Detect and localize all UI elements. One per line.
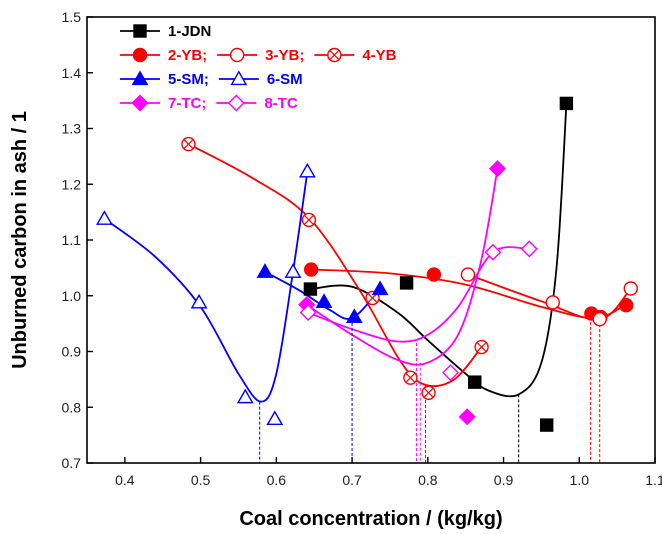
- legend-label: 2-YB;: [168, 47, 207, 64]
- x-tick-label: 1.1: [645, 472, 662, 488]
- fitted-curve: [467, 273, 632, 321]
- y-tick-label: 0.9: [62, 344, 82, 360]
- marker-cross: [476, 342, 487, 353]
- marker-cross: [405, 372, 416, 383]
- legend: 1-JDN 2-YB; 3-YB; 4-YB 5-SM; 6-SM 7-TC; 8-TC: [120, 23, 397, 112]
- y-tick-label: 1.3: [62, 121, 82, 137]
- data-point: [298, 162, 316, 178]
- y-tick-label: 1.1: [62, 232, 82, 248]
- data-point: [484, 243, 502, 261]
- legend-label: 1-JDN: [168, 23, 211, 40]
- data-point: [460, 267, 476, 282]
- data-point: [399, 276, 414, 290]
- data-point: [303, 282, 318, 296]
- data-point: [181, 136, 196, 152]
- data-point: [190, 293, 208, 309]
- data-point: [371, 280, 389, 296]
- x-tick-label: 0.7: [342, 472, 362, 488]
- legend-label: 6-SM: [267, 71, 303, 88]
- x-tick-label: 0.5: [191, 472, 211, 488]
- marker-cross: [303, 214, 314, 225]
- marker-cross: [423, 387, 434, 398]
- data-points: [96, 96, 638, 432]
- data-point: [345, 308, 363, 324]
- y-tick-label: 1.0: [62, 288, 82, 304]
- legend-marker: [131, 70, 149, 86]
- legend-marker: [132, 47, 148, 63]
- fitted-curve: [264, 271, 381, 320]
- x-tick-label: 0.4: [115, 472, 135, 488]
- legend-label: 3-YB;: [265, 47, 304, 64]
- fitted-curve: [188, 143, 483, 388]
- x-axis-title: Coal concentration / (kg/kg): [239, 508, 502, 530]
- data-point: [468, 375, 482, 389]
- data-point: [619, 298, 634, 313]
- y-tick-label: 1.5: [62, 9, 82, 25]
- fitted-curve: [310, 103, 568, 398]
- y-axis-title: Unburned carbon in ash / 1: [9, 111, 31, 369]
- data-point: [266, 410, 284, 426]
- y-tick-label: 1.4: [62, 65, 82, 81]
- legend-label: 5-SM;: [168, 71, 209, 88]
- data-point: [520, 240, 538, 258]
- data-point: [442, 364, 460, 382]
- data-point: [559, 96, 574, 111]
- data-point: [426, 267, 442, 282]
- x-tick-label: 0.8: [418, 472, 438, 488]
- data-point: [421, 385, 436, 400]
- data-point: [458, 408, 476, 426]
- data-point: [540, 418, 554, 432]
- legend-label: 7-TC;: [168, 95, 206, 112]
- axes: 0.4 0.5 0.6 0.7 0.8 0.9 1.0 1.1 0.7 0.8 0.9 1.0 1.1 1…: [62, 9, 662, 488]
- legend-marker: [133, 24, 147, 38]
- data-point: [96, 210, 113, 225]
- data-point: [315, 293, 333, 308]
- marker-cross: [329, 50, 340, 60]
- data-point: [545, 295, 560, 310]
- data-point: [592, 311, 607, 327]
- data-point: [303, 262, 319, 277]
- x-tick-label: 0.9: [494, 472, 514, 488]
- x-tick-label: 1.0: [570, 472, 590, 488]
- x-tick-label: 0.6: [267, 472, 287, 488]
- minimum-markers: [259, 316, 601, 463]
- legend-label: 4-YB: [362, 47, 396, 64]
- data-point: [256, 263, 274, 278]
- legend-marker: [227, 94, 245, 112]
- y-tick-label: 0.8: [62, 399, 82, 415]
- marker-cross: [183, 139, 194, 150]
- data-point: [403, 370, 418, 385]
- data-point: [236, 388, 254, 404]
- legend-marker: [327, 47, 342, 63]
- y-tick-label: 0.7: [62, 455, 82, 471]
- data-point: [299, 303, 317, 321]
- data-point: [474, 339, 489, 355]
- data-point: [301, 212, 317, 228]
- data-point: [488, 160, 506, 178]
- legend-marker: [229, 47, 245, 63]
- legend-marker: [230, 70, 248, 86]
- data-point: [284, 263, 302, 278]
- y-tick-label: 1.2: [62, 176, 82, 192]
- data-point: [623, 281, 638, 296]
- legend-label: 8-TC: [264, 95, 298, 112]
- legend-marker: [131, 94, 149, 112]
